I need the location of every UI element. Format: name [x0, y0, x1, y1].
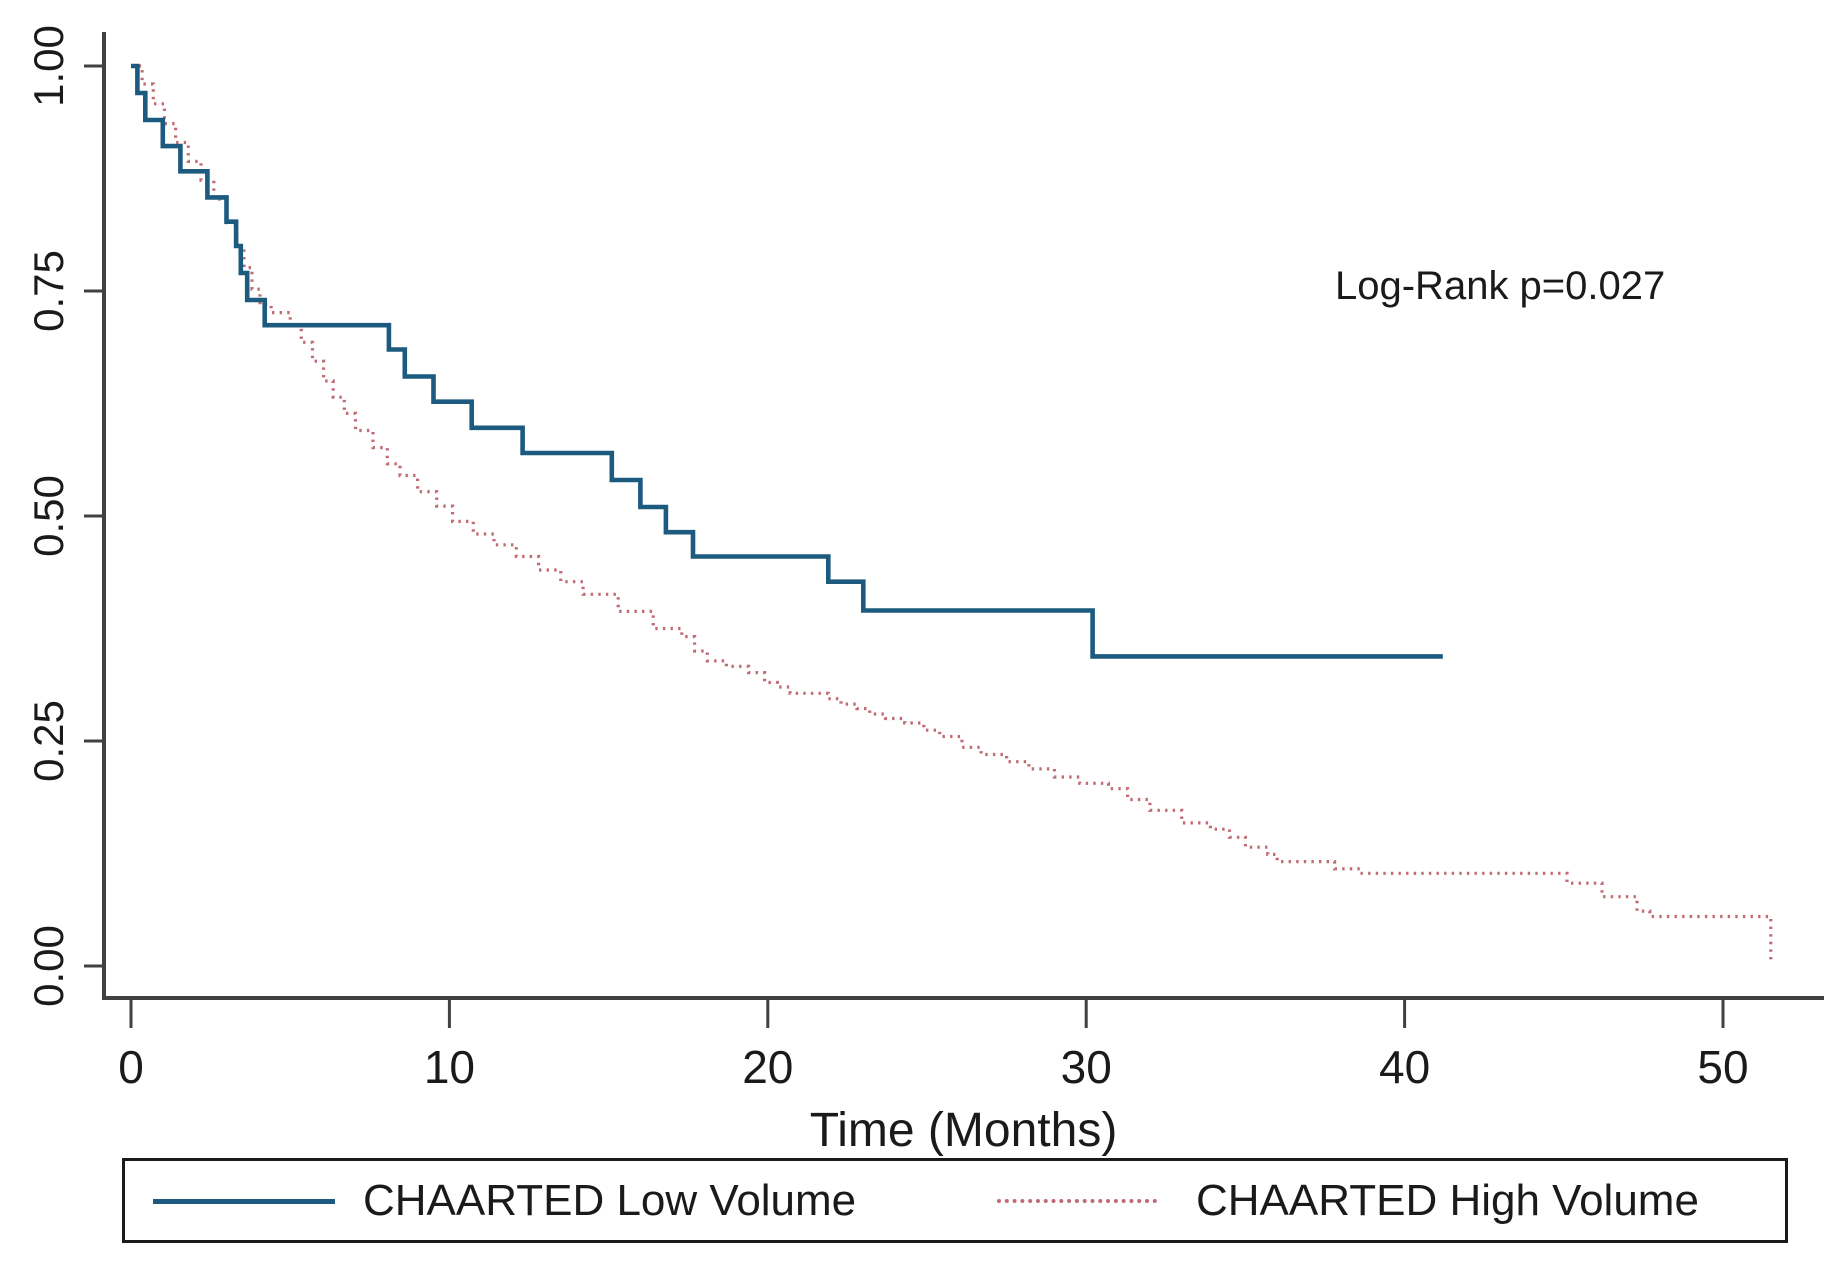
- y-tick-label: 1.00: [25, 25, 72, 107]
- legend-label-low-volume: CHAARTED Low Volume: [363, 1176, 857, 1225]
- x-tick-label: 50: [1697, 1041, 1748, 1093]
- y-tick-label: 0.75: [25, 250, 72, 332]
- x-tick-label: 10: [424, 1041, 475, 1093]
- y-tick-label: 0.50: [25, 475, 72, 557]
- legend: CHAARTED Low Volume CHAARTED High Volume: [122, 1158, 1788, 1243]
- low-volume-curve: [131, 63, 1443, 659]
- high-volume-curve: [131, 64, 1774, 963]
- y-tick-label: 0.25: [25, 700, 72, 782]
- legend-label-high-volume: CHAARTED High Volume: [1196, 1176, 1699, 1225]
- log-rank-annotation: Log-Rank p=0.027: [1335, 264, 1666, 308]
- x-tick-label: 20: [742, 1041, 793, 1093]
- high-volume-line-sample: [997, 1198, 1157, 1203]
- x-axis-title: Time (Months): [809, 1104, 1118, 1157]
- y-tick-label: 0.00: [25, 925, 72, 1007]
- x-tick-label: 0: [118, 1041, 144, 1093]
- x-tick-label: 30: [1061, 1041, 1112, 1093]
- low-volume-line-sample: [153, 1198, 335, 1204]
- x-tick-label: 40: [1379, 1041, 1430, 1093]
